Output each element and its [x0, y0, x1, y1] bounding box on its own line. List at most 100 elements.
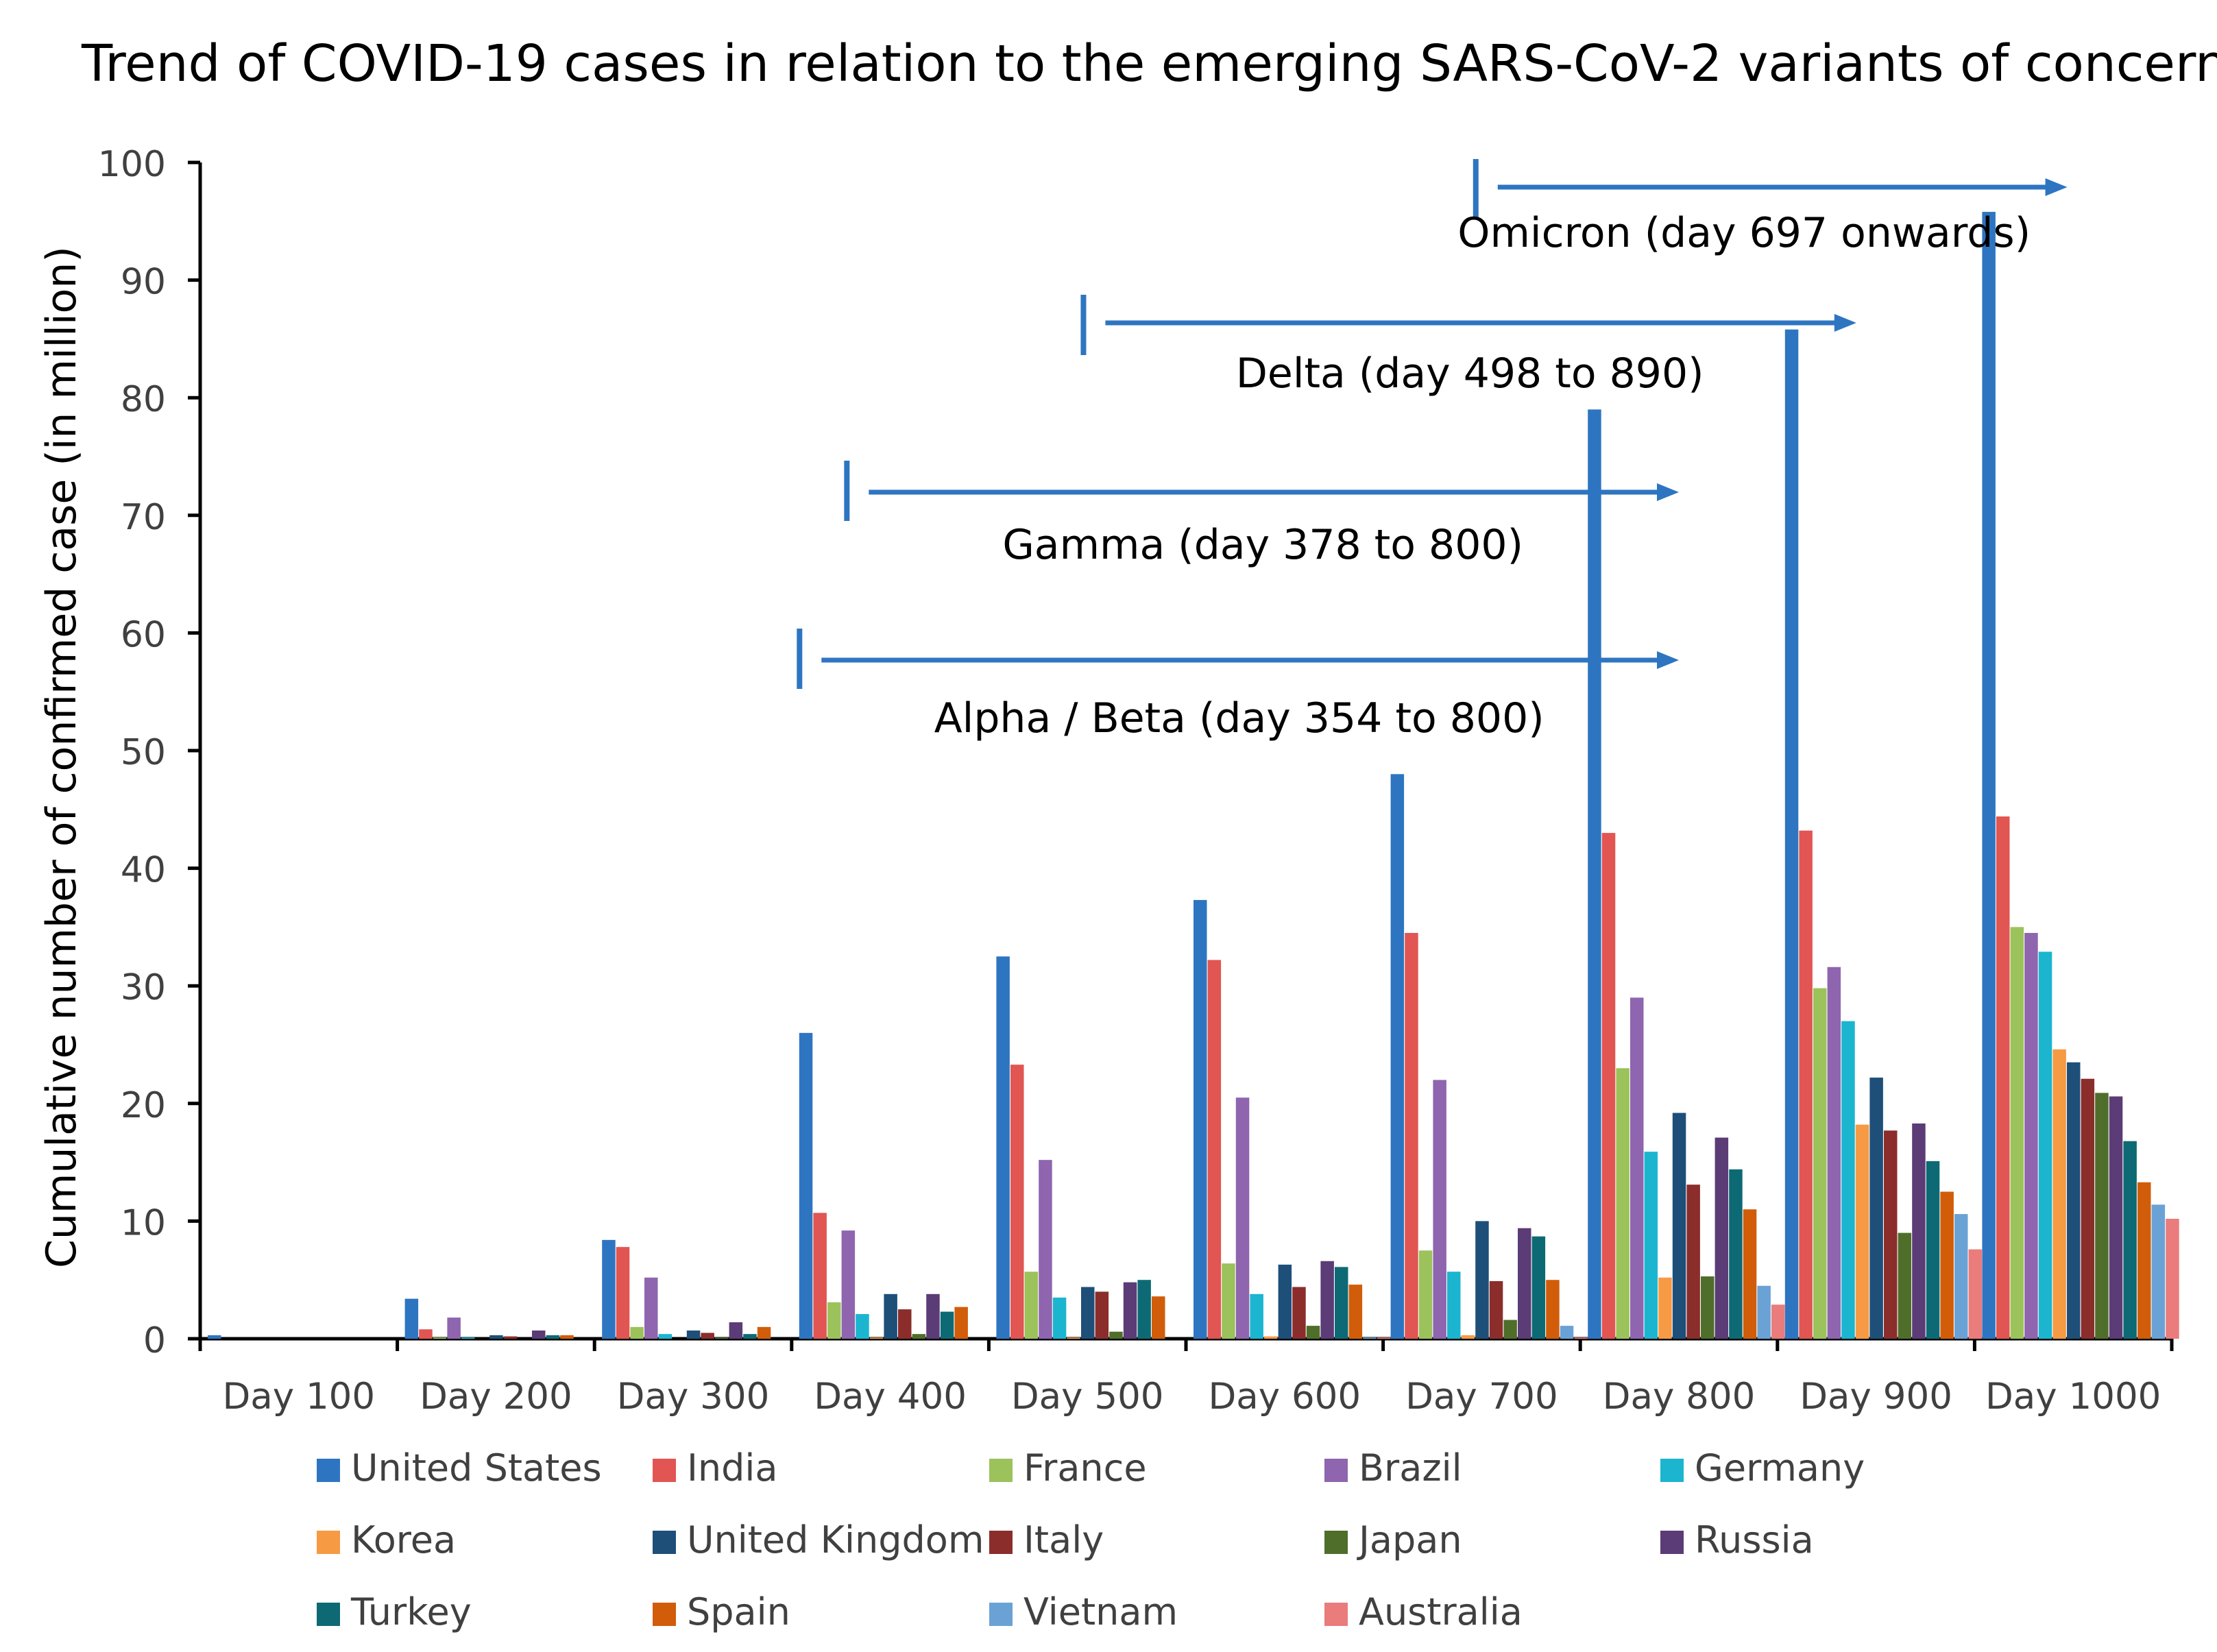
bar-turkey: [940, 1311, 954, 1339]
bar-turkey: [1729, 1169, 1743, 1339]
bar-united-states: [1784, 329, 1799, 1339]
bar-spain: [1348, 1285, 1363, 1339]
bar-germany: [658, 1334, 673, 1339]
bar-turkey: [1137, 1280, 1151, 1339]
bar-india: [1996, 816, 2010, 1339]
legend-item-turkey: Turkey: [317, 1590, 472, 1633]
bar-spain: [954, 1307, 968, 1339]
bar-india: [1010, 1065, 1024, 1339]
bar-turkey: [1335, 1267, 1348, 1339]
legend-swatch: [317, 1603, 340, 1626]
bar-vietnam: [2151, 1204, 2166, 1339]
bar-france: [1222, 1263, 1235, 1339]
bar-united-states: [1390, 774, 1405, 1339]
bar-vietnam: [1363, 1337, 1377, 1339]
bar-india: [1601, 833, 1616, 1339]
y-tick-label: 50: [121, 732, 166, 773]
legend-item-united-states: United States: [317, 1446, 602, 1490]
legend-swatch: [1660, 1531, 1684, 1554]
bar-france: [1024, 1272, 1039, 1339]
bar-italy: [1686, 1185, 1700, 1339]
legend-label: Italy: [1023, 1518, 1104, 1562]
bar-brazil: [1827, 967, 1841, 1339]
bar-spain: [757, 1326, 771, 1339]
legend-label: Australia: [1359, 1590, 1523, 1633]
bar-brazil: [1630, 997, 1644, 1339]
bar-russia: [1715, 1137, 1729, 1339]
bar-india: [813, 1213, 827, 1339]
legend-label: Japan: [1357, 1518, 1462, 1562]
bar-italy: [1095, 1291, 1109, 1339]
legend: United States India France Brazil Germany Kor…: [317, 1446, 1865, 1633]
bar-vietnam: [1757, 1285, 1771, 1339]
y-tick-label: 0: [143, 1320, 166, 1361]
bar-italy: [1292, 1287, 1306, 1339]
bar-spain: [1546, 1280, 1560, 1339]
legend-label: Spain: [687, 1590, 790, 1633]
bar-united-states: [404, 1298, 419, 1339]
legend-label: India: [687, 1446, 778, 1490]
x-tick-label: Day 900: [1800, 1376, 1952, 1418]
annotation-label: Delta (day 498 to 890): [1236, 350, 1704, 398]
bar-korea: [1855, 1124, 1869, 1339]
bar-germany: [1052, 1297, 1067, 1339]
bar-france: [827, 1302, 841, 1339]
legend-swatch: [653, 1531, 676, 1554]
legend-item-italy: Italy: [989, 1518, 1104, 1562]
bar-australia: [1574, 1337, 1588, 1339]
bar-united-kingdom: [1475, 1221, 1489, 1339]
bar-united-states: [799, 1032, 813, 1339]
bar-germany: [1644, 1152, 1658, 1339]
bar-united-states: [996, 956, 1010, 1339]
bar-united-kingdom: [2067, 1062, 2081, 1339]
legend-swatch: [1324, 1459, 1348, 1482]
legend-item-france: France: [989, 1446, 1147, 1490]
y-tick-label: 10: [121, 1202, 166, 1243]
legend-swatch: [1324, 1603, 1348, 1626]
x-tick-label: Day 300: [617, 1376, 770, 1418]
bar-russia: [2109, 1096, 2123, 1339]
bar-india: [1207, 960, 1222, 1339]
bar-united-kingdom: [1672, 1113, 1686, 1339]
annotation-arrowhead: [1657, 483, 1679, 501]
bar-united-kingdom: [1081, 1287, 1095, 1339]
bar-korea: [869, 1337, 884, 1339]
bar-brazil: [644, 1277, 658, 1339]
legend-label: France: [1023, 1446, 1147, 1490]
y-tick-label: 20: [121, 1085, 166, 1126]
bar-germany: [1250, 1293, 1263, 1339]
y-tick-label: 70: [121, 497, 166, 538]
bar-russia: [729, 1322, 743, 1339]
bar-italy: [898, 1309, 912, 1339]
legend-item-germany: Germany: [1660, 1446, 1865, 1490]
legend-label: United Kingdom: [687, 1518, 984, 1562]
bar-brazil: [447, 1317, 461, 1339]
bar-australia: [1968, 1249, 1983, 1339]
axes-layer: 0 10 20 30 40 50 60 70 80 90 100 Day 100 Day 200 Day …: [98, 144, 2174, 1418]
bar-japan: [2095, 1093, 2109, 1339]
bar-spain: [2137, 1182, 2151, 1339]
legend-swatch: [1660, 1459, 1684, 1482]
legend-item-japan: Japan: [1324, 1518, 1462, 1562]
bar-united-kingdom: [489, 1335, 503, 1339]
chart-title: Trend of COVID-19 cases in relation to t…: [81, 34, 2217, 93]
bar-brazil: [1039, 1160, 1052, 1339]
x-tick-label: Day 600: [1208, 1376, 1361, 1418]
legend-item-russia: Russia: [1660, 1518, 1814, 1562]
x-tick-label: Day 500: [1011, 1376, 1164, 1418]
x-tick-label: Day 100: [222, 1376, 375, 1418]
bar-korea: [1461, 1335, 1475, 1339]
legend-label: Germany: [1695, 1446, 1865, 1490]
annotation-arrowhead: [1834, 314, 1856, 332]
bar-spain: [1743, 1209, 1757, 1339]
bar-united-kingdom: [686, 1330, 701, 1339]
bar-united-kingdom: [1869, 1078, 1883, 1339]
bar-spain: [1152, 1296, 1165, 1339]
bar-korea: [1067, 1337, 1080, 1339]
legend-item-united-kingdom: United Kingdom: [653, 1518, 984, 1562]
y-tick-label: 100: [98, 144, 166, 185]
legend-label: Turkey: [350, 1590, 472, 1633]
legend-swatch: [317, 1459, 340, 1482]
legend-label: Vietnam: [1023, 1590, 1178, 1633]
